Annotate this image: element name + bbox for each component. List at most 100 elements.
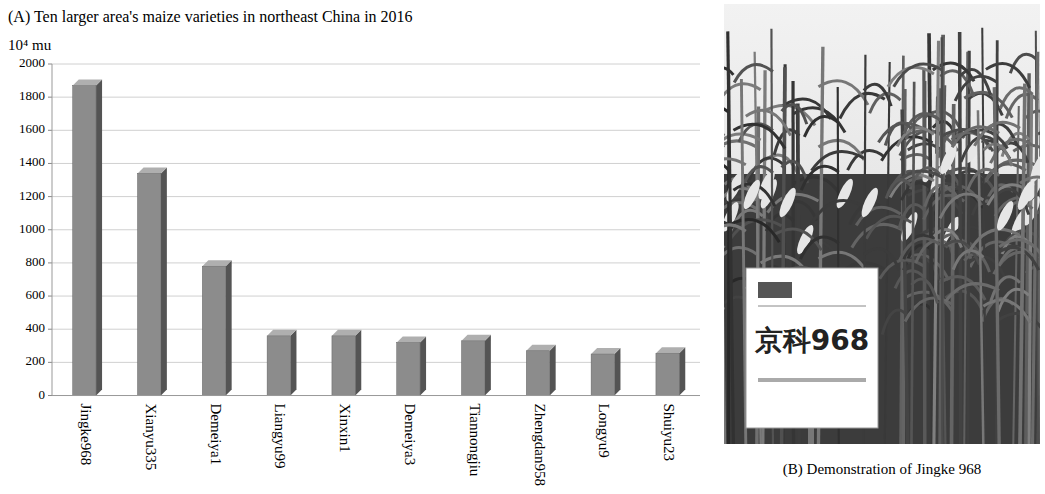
bar-side — [485, 335, 491, 396]
bar — [397, 342, 420, 395]
y-axis-title: 10⁴ mu — [8, 37, 52, 53]
sign-post — [808, 428, 814, 444]
y-tick — [48, 130, 52, 131]
y-tick-label: 400 — [26, 320, 46, 335]
y-tick-label: 1400 — [19, 154, 45, 169]
x-axis-line — [52, 395, 700, 396]
y-tick-label: 200 — [26, 353, 46, 368]
bar-side — [679, 347, 685, 395]
y-tick-label: 0 — [39, 387, 46, 402]
photo-leaf — [746, 110, 791, 135]
photo-ear — [776, 186, 799, 219]
photo-leaf — [945, 284, 999, 302]
photo-leaf — [999, 240, 1040, 257]
photo-stalk — [922, 69, 926, 444]
x-tick-label: Jingke968 — [78, 404, 94, 466]
bar-top — [462, 335, 491, 341]
photo-leaf — [964, 92, 1012, 117]
y-axis-line — [52, 64, 53, 396]
bar — [656, 353, 679, 395]
photo-stalk — [1013, 106, 1019, 444]
bar-top — [397, 336, 426, 342]
photo-stalk — [724, 99, 725, 444]
photo-stalk — [994, 87, 999, 444]
grid-line — [52, 64, 700, 65]
bar-top — [73, 80, 102, 86]
bars — [73, 80, 686, 396]
bar — [138, 173, 161, 395]
grid-line — [52, 395, 700, 396]
photo-leaf — [864, 84, 891, 106]
bar — [591, 354, 614, 395]
photo-leaf — [729, 219, 780, 242]
photo-leaf — [911, 279, 937, 303]
photo-leaf — [997, 248, 1039, 271]
y-tick-label: 1200 — [19, 188, 45, 203]
y-tick-label: 600 — [26, 287, 46, 302]
bar-side — [226, 260, 232, 395]
photo-leaf — [782, 105, 807, 125]
x-tick-label: Demeiya3 — [402, 404, 418, 466]
grid — [52, 64, 700, 396]
photo-leaf — [724, 68, 733, 85]
photo-leaf — [724, 159, 746, 183]
y-tick-label: 1600 — [19, 121, 45, 136]
bar — [267, 336, 290, 396]
photo-ear — [858, 186, 881, 219]
grid-line — [52, 130, 700, 131]
y-tick — [48, 97, 52, 98]
y-tick-label: 2000 — [19, 55, 45, 70]
bar-top — [267, 330, 296, 336]
photo-leaf — [870, 94, 901, 114]
photo-stalk — [941, 37, 944, 444]
photo-leaf — [724, 246, 725, 269]
photo — [724, 4, 1040, 444]
photo-leaf — [882, 310, 908, 335]
photo-leaf — [864, 248, 900, 270]
photo-leaf — [724, 242, 725, 266]
photo-leaf — [983, 164, 1025, 183]
bar-side — [614, 348, 620, 395]
bar-top — [138, 167, 167, 173]
photo-stalk — [964, 52, 967, 444]
y-tick — [48, 395, 52, 396]
photo-leaf — [904, 113, 940, 133]
x-tick-label: Tiannongjiu — [467, 404, 483, 477]
photo-leaf — [801, 166, 839, 190]
photo-leaf — [897, 128, 934, 147]
bar — [202, 266, 225, 395]
x-tick-label: Demeiya1 — [208, 404, 224, 466]
photo-leaf — [955, 76, 997, 101]
sign-rule — [758, 306, 866, 307]
x-tick-label: Longyu9 — [596, 404, 612, 458]
photo-caption: (B) Demonstration of Jingke 968 — [783, 461, 981, 478]
sign-board — [746, 268, 878, 428]
photo-leaf — [782, 161, 808, 183]
photo-leaf — [812, 152, 864, 171]
bar-side — [161, 167, 167, 395]
photo-ear — [741, 178, 764, 211]
x-tick-label: Zhengdan958 — [532, 404, 548, 486]
photo-leaf — [894, 64, 943, 87]
photo-leaf — [724, 303, 725, 327]
photo-leaf — [852, 224, 903, 247]
photo-stalk — [1020, 84, 1025, 444]
y-tick-label: 1800 — [19, 88, 45, 103]
photo-leaf — [724, 225, 746, 246]
sign-logo — [758, 282, 792, 298]
photo-leaf — [774, 130, 799, 155]
photo-ear — [937, 143, 960, 176]
bar-side — [550, 345, 556, 396]
photo-stalk — [995, 40, 998, 444]
bar-top — [591, 348, 620, 354]
y-tick — [48, 163, 52, 164]
photo-leaf — [804, 116, 838, 136]
photo-leaf — [800, 237, 838, 259]
y-tick — [48, 196, 52, 197]
x-tick-label: Shuiyu23 — [661, 404, 677, 462]
y-tick — [48, 229, 52, 230]
bar — [526, 351, 549, 396]
bar-side — [96, 80, 102, 396]
y-tick — [48, 262, 52, 263]
bar-side — [290, 330, 296, 396]
